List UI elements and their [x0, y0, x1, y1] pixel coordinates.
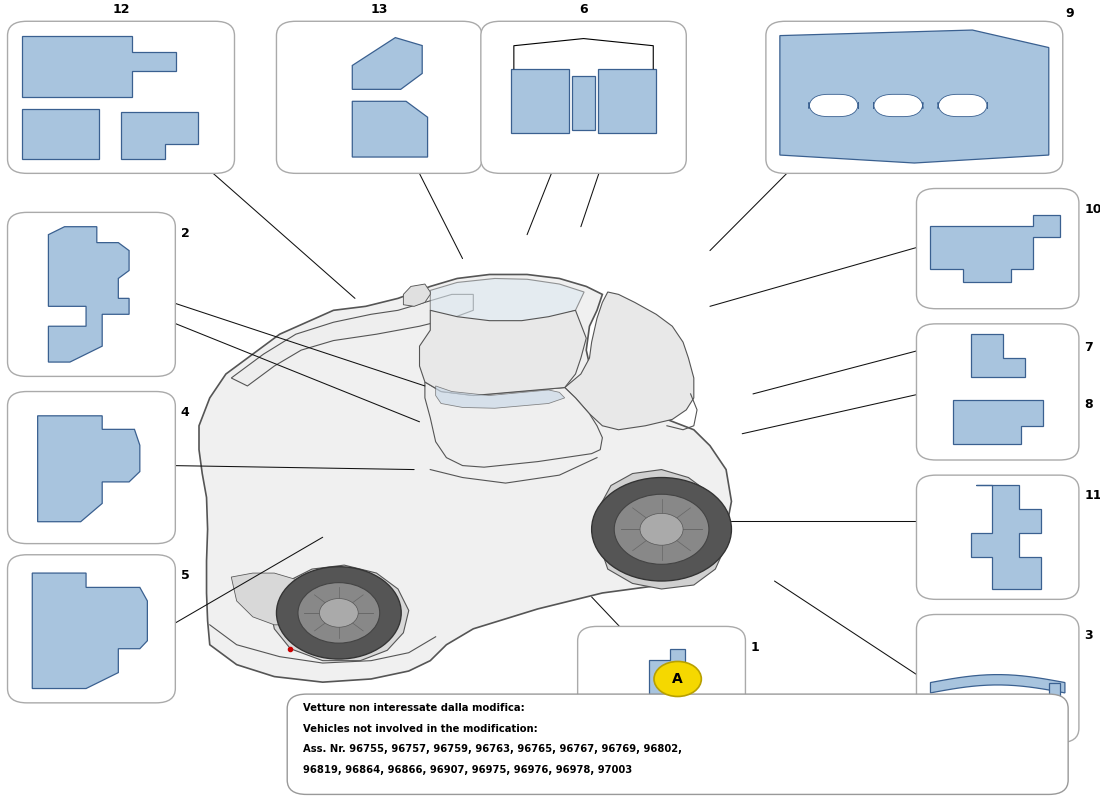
FancyBboxPatch shape [8, 391, 175, 544]
Polygon shape [971, 334, 1024, 377]
FancyBboxPatch shape [808, 94, 858, 117]
FancyBboxPatch shape [916, 189, 1079, 309]
Text: 4: 4 [180, 406, 189, 419]
Circle shape [614, 494, 708, 564]
FancyBboxPatch shape [8, 554, 175, 703]
FancyBboxPatch shape [938, 94, 988, 117]
Polygon shape [572, 76, 595, 130]
Text: A: A [672, 672, 683, 686]
FancyBboxPatch shape [8, 212, 175, 377]
Polygon shape [425, 382, 603, 467]
Polygon shape [32, 573, 147, 689]
FancyBboxPatch shape [766, 22, 1063, 174]
Circle shape [654, 662, 702, 697]
FancyBboxPatch shape [8, 22, 234, 174]
Text: 2: 2 [180, 226, 189, 240]
Polygon shape [352, 38, 422, 90]
Polygon shape [642, 705, 681, 722]
Text: 6: 6 [580, 2, 587, 16]
Text: 5: 5 [180, 569, 189, 582]
FancyBboxPatch shape [287, 694, 1068, 794]
Text: Vetture non interessate dalla modifica:: Vetture non interessate dalla modifica: [304, 703, 525, 713]
Text: 12: 12 [112, 2, 130, 16]
Polygon shape [37, 416, 140, 522]
Circle shape [640, 514, 683, 546]
Text: passion for parts.com: passion for parts.com [398, 428, 635, 566]
FancyBboxPatch shape [873, 94, 923, 117]
FancyBboxPatch shape [916, 324, 1079, 460]
Polygon shape [199, 274, 732, 682]
Polygon shape [780, 30, 1048, 163]
Polygon shape [436, 386, 564, 408]
Polygon shape [649, 649, 685, 694]
FancyBboxPatch shape [916, 614, 1079, 742]
Text: 3: 3 [1085, 629, 1093, 642]
Polygon shape [953, 400, 1043, 444]
Text: Ass. Nr. 96755, 96757, 96759, 96763, 96765, 96767, 96769, 96802,: Ass. Nr. 96755, 96757, 96759, 96763, 967… [304, 744, 682, 754]
Polygon shape [121, 112, 198, 159]
Circle shape [298, 582, 380, 643]
FancyBboxPatch shape [578, 626, 746, 754]
Text: 9: 9 [1065, 6, 1074, 20]
Text: Vehicles not involved in the modification:: Vehicles not involved in the modificatio… [304, 723, 538, 734]
Polygon shape [597, 470, 726, 589]
Polygon shape [430, 278, 584, 322]
Polygon shape [48, 226, 129, 362]
Polygon shape [22, 109, 99, 159]
Polygon shape [271, 565, 409, 661]
Polygon shape [404, 284, 430, 306]
Polygon shape [931, 215, 1059, 282]
FancyBboxPatch shape [276, 22, 482, 174]
Circle shape [592, 478, 732, 581]
Circle shape [276, 566, 402, 659]
Polygon shape [971, 486, 1041, 589]
Polygon shape [231, 294, 473, 386]
Text: 11: 11 [1085, 490, 1100, 502]
Text: 8: 8 [1085, 398, 1093, 411]
Polygon shape [419, 310, 586, 395]
Polygon shape [1048, 682, 1059, 701]
Polygon shape [598, 69, 657, 133]
Polygon shape [231, 573, 312, 625]
Text: 7: 7 [1085, 341, 1093, 354]
Text: 1: 1 [751, 641, 760, 654]
Polygon shape [22, 36, 176, 98]
Circle shape [319, 598, 359, 627]
Polygon shape [564, 292, 694, 430]
Polygon shape [510, 69, 569, 133]
Polygon shape [352, 102, 428, 157]
Text: 96819, 96864, 96866, 96907, 96975, 96976, 96978, 97003: 96819, 96864, 96866, 96907, 96975, 96976… [304, 765, 632, 775]
Text: 13: 13 [371, 2, 388, 16]
FancyBboxPatch shape [481, 22, 686, 174]
FancyBboxPatch shape [916, 475, 1079, 599]
Polygon shape [931, 674, 1065, 693]
Text: 10: 10 [1085, 203, 1100, 216]
